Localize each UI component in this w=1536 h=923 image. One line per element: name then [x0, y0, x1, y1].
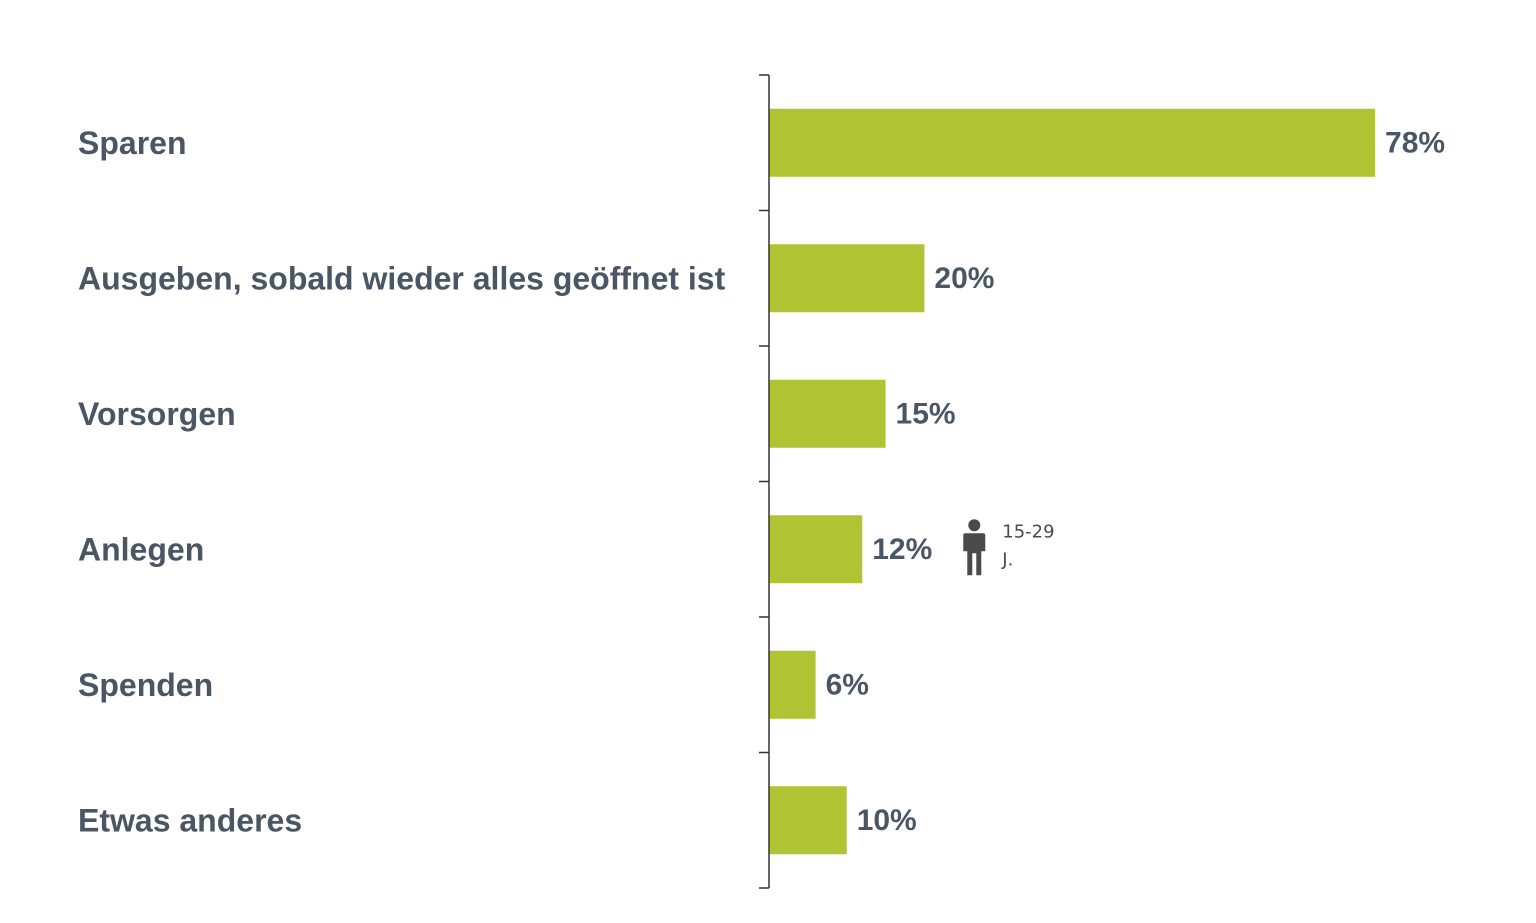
- bar-3: [769, 379, 886, 448]
- value-label-3: 15%: [896, 397, 956, 430]
- category-label-1: Sparen: [78, 125, 186, 161]
- category-label-2: Ausgeben, sobald wieder alles geöffnet i…: [78, 260, 726, 296]
- bar-5: [769, 650, 816, 719]
- value-label-1: 78%: [1385, 126, 1445, 159]
- bar-1: [769, 108, 1376, 177]
- person-icon: [963, 519, 986, 576]
- value-label-4: 12%: [872, 533, 932, 566]
- labels-layer: Sparen 78% Ausgeben, sobald wieder alles g…: [78, 125, 1445, 839]
- category-label-5: Spenden: [78, 667, 213, 703]
- category-label-6: Etwas anderes: [78, 802, 302, 838]
- value-label-6: 10%: [857, 804, 917, 837]
- value-label-5: 6%: [826, 668, 869, 701]
- value-label-2: 20%: [934, 262, 994, 295]
- annotation-text-line2: J.: [1001, 549, 1013, 570]
- age-annotation: 15-29 J.: [963, 519, 1055, 576]
- bars-layer: [769, 108, 1376, 855]
- category-axis: [759, 74, 770, 889]
- bar-6: [769, 786, 847, 855]
- annotation-text-line1: 15-29: [1002, 521, 1054, 542]
- category-label-4: Anlegen: [78, 531, 204, 567]
- bar-2: [769, 244, 925, 313]
- bar-4: [769, 515, 863, 584]
- category-label-3: Vorsorgen: [78, 396, 236, 432]
